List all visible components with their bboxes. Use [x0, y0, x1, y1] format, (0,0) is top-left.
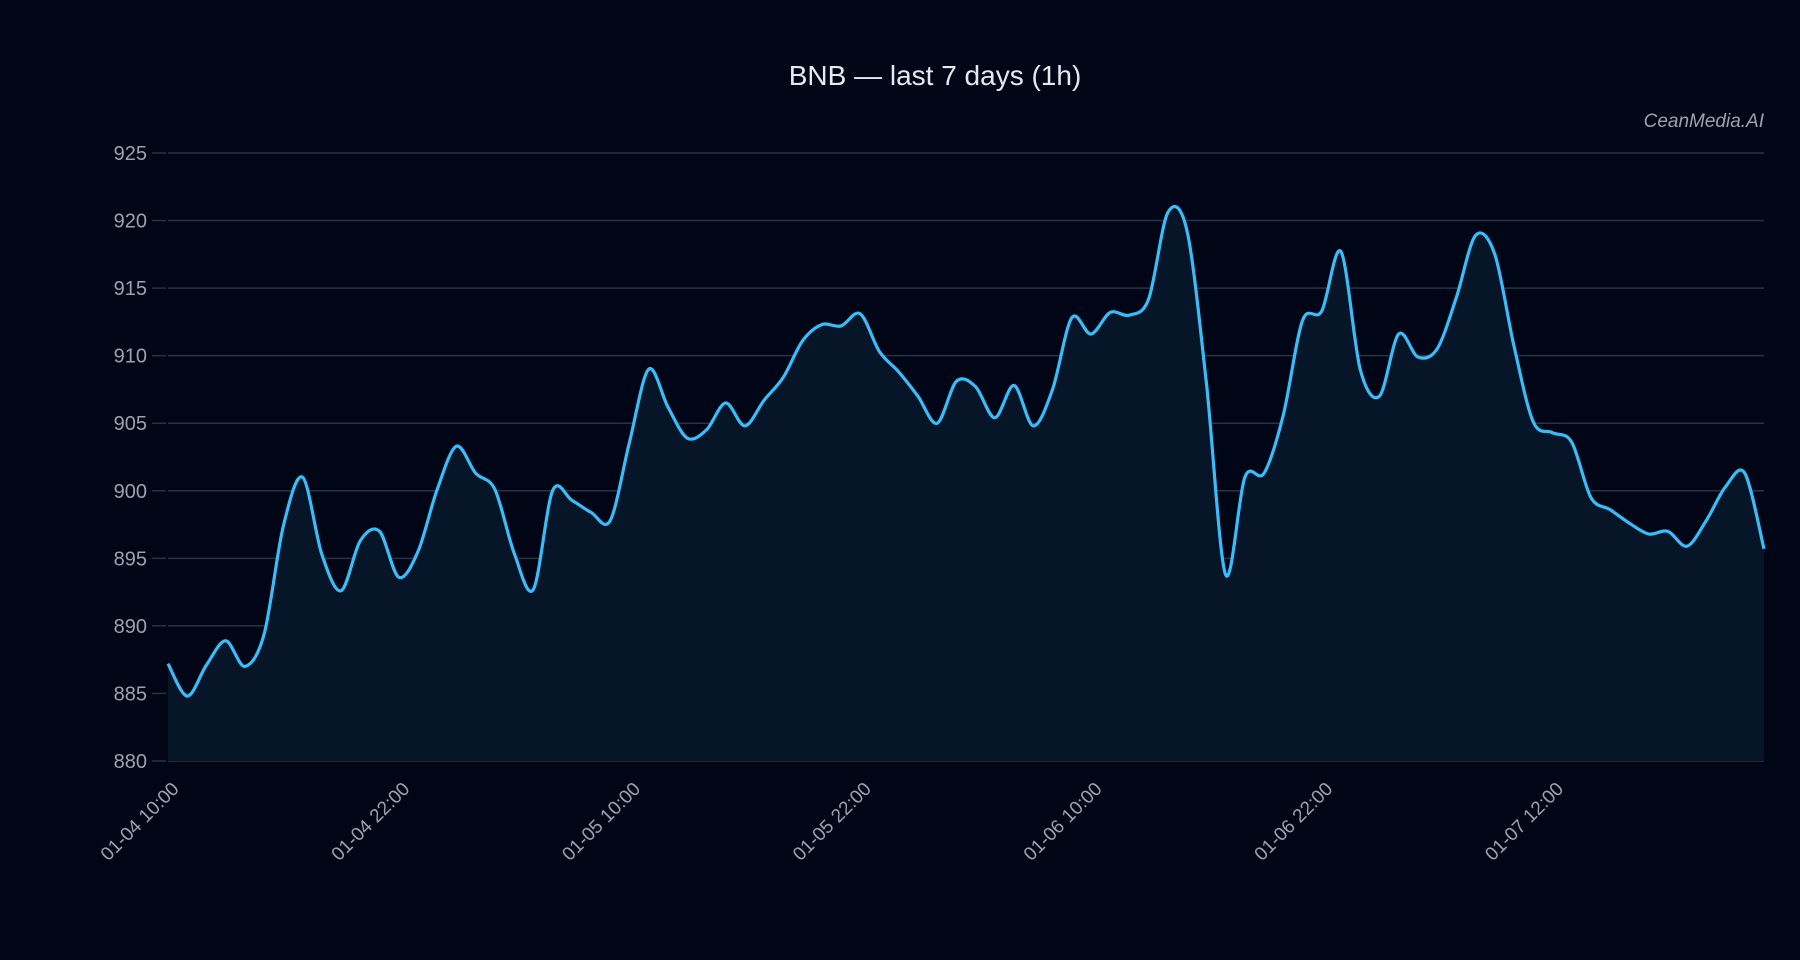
x-tick-label: 01-06 22:00 [1251, 779, 1338, 866]
x-tick-label: 01-04 10:00 [97, 779, 184, 866]
watermark: CeanMedia.AI [1644, 111, 1765, 132]
y-tick-label: 900 [114, 481, 147, 503]
y-tick-label: 905 [114, 413, 147, 435]
data-points [167, 212, 1765, 697]
y-tick-label: 885 [114, 683, 147, 705]
price-area [168, 206, 1764, 761]
x-tick-label: 01-07 12:00 [1481, 779, 1568, 866]
y-tick-label: 895 [114, 548, 147, 570]
y-tick-label: 925 [114, 143, 147, 165]
x-tick-label: 01-06 10:00 [1020, 779, 1107, 866]
x-tick-label: 01-04 22:00 [328, 779, 415, 866]
y-tick-label: 920 [114, 211, 147, 233]
x-tick-label: 01-05 22:00 [789, 779, 876, 866]
y-tick-label: 915 [114, 278, 147, 300]
y-tick-label: 910 [114, 346, 147, 368]
y-tick-label: 880 [114, 751, 147, 773]
x-axis: 01-04 10:00 01-04 22:00 01-05 10:00 01-05 2… [97, 779, 1568, 866]
chart-title: BNB — last 7 days (1h) [789, 60, 1082, 91]
x-tick-label: 01-05 10:00 [558, 779, 645, 866]
y-axis: 880 885 890 895 900 905 910 915 920 925 [114, 143, 166, 773]
y-tick-label: 890 [114, 616, 147, 638]
